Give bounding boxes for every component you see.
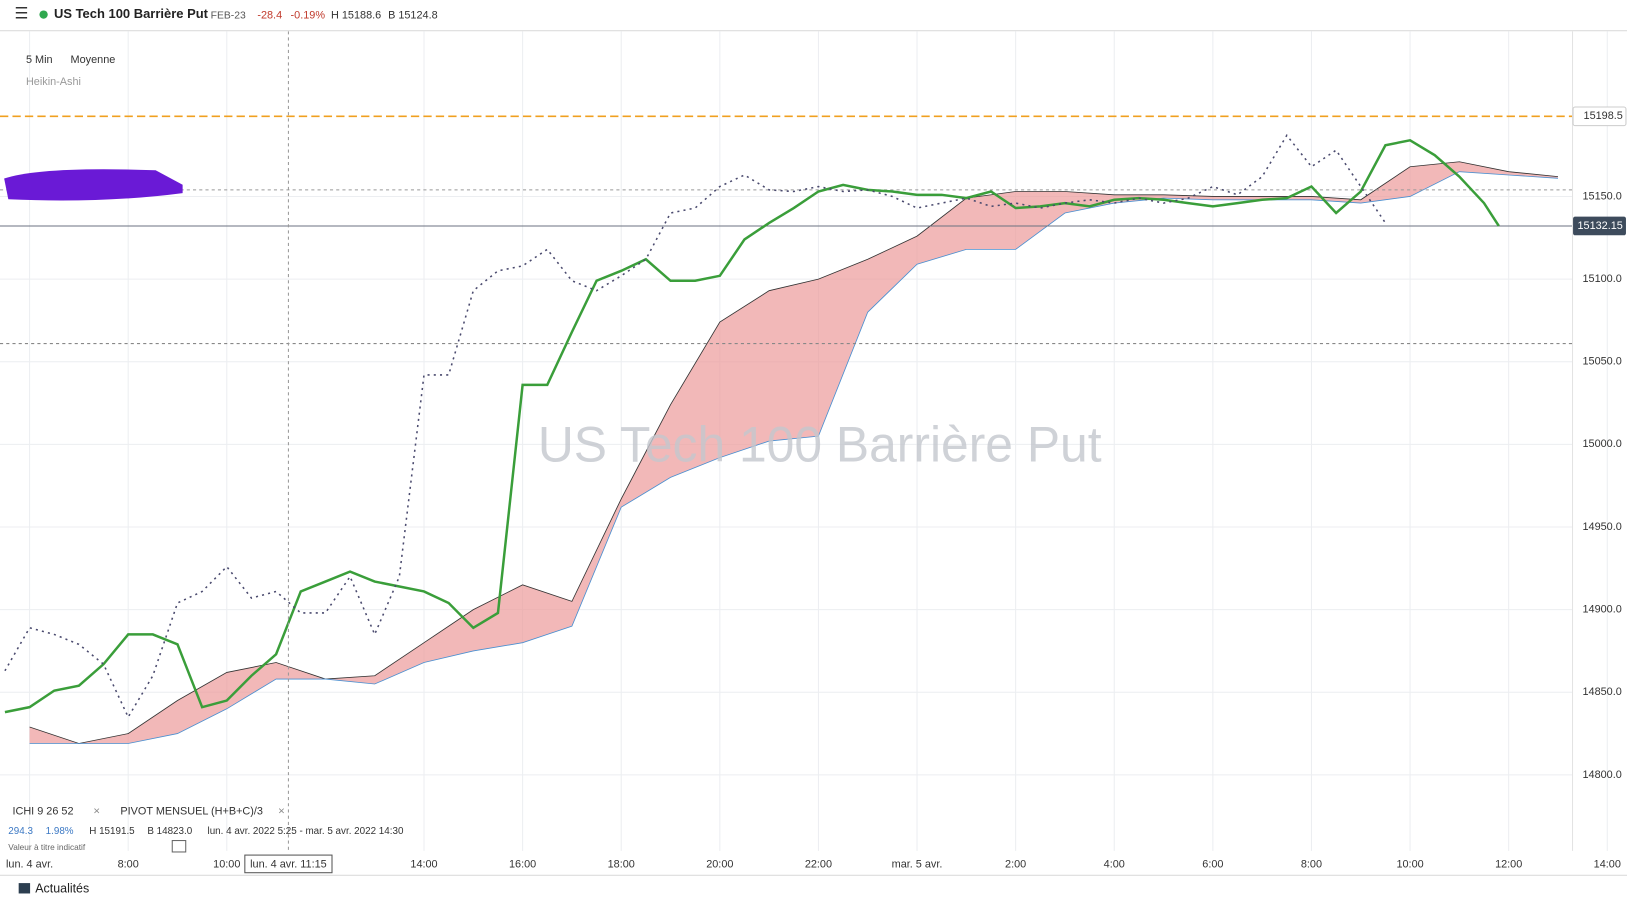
calendar-icon[interactable] [171, 840, 187, 853]
price-tag [1573, 216, 1626, 236]
indicators: ICHI 9 26 52 × PIVOT MENSUEL (H+B+C)/3 ×… [8, 805, 404, 853]
y-tick-label: 15100.0 [1582, 273, 1621, 285]
y-tick-label: 15050.0 [1582, 356, 1621, 368]
x-tick-label: 14:00 [1594, 858, 1621, 870]
x-tick-label: 8:00 [118, 858, 139, 870]
price-tag-label: 15198.5 [1584, 110, 1623, 122]
price-tag [1572, 106, 1627, 127]
x-tick-label: 22:00 [805, 858, 832, 870]
change: -28.4 [257, 10, 282, 22]
x-tick-label: 2:00 [1005, 858, 1026, 870]
instrument: US Tech 100 Barrière Put [54, 6, 209, 21]
status-dot [39, 10, 48, 19]
stat-range: lun. 4 avr. 2022 5:25 - mar. 5 avr. 2022… [208, 826, 404, 837]
series-line [4, 138, 1500, 714]
news-icon [18, 883, 31, 894]
note: Valeur à titre indicatif [8, 842, 86, 852]
candle-type[interactable]: Heikin-Ashi [26, 76, 81, 88]
y-tick-label: 14850.0 [1582, 686, 1621, 698]
y-tick-label: 14800.0 [1582, 769, 1621, 781]
y-tick-label: 15150.0 [1582, 190, 1621, 202]
stat-high: H 15191.5 [89, 826, 135, 837]
cloud-span-b [29, 171, 1559, 744]
low: B 15124.8 [388, 10, 438, 22]
cloud-span-a [29, 161, 1559, 744]
ichimoku[interactable]: ICHI 9 26 52 [12, 805, 73, 817]
close-icon[interactable]: × [93, 806, 100, 818]
x-tick-label: 14:00 [410, 858, 437, 870]
x-tick-label: 6:00 [1202, 858, 1223, 870]
x-tick-label: 10:00 [213, 858, 240, 870]
y-tick-label: 14900.0 [1582, 604, 1621, 616]
x-tick-label: 12:00 [1495, 858, 1522, 870]
stat-change: 294.3 [8, 826, 33, 837]
stat-low: B 14823.0 [147, 826, 192, 837]
menu-icon[interactable]: ☰ [15, 6, 29, 23]
x-tick-label: 18:00 [608, 858, 635, 870]
change-pct: -0.19% [291, 10, 326, 22]
crosshair-tag [244, 854, 333, 874]
contract: FEB-23 [211, 10, 246, 21]
header: ☰ US Tech 100 Barrière Put FEB-23 -28.4 … [15, 6, 438, 23]
watermark: US Tech 100 Barrière Put [538, 416, 1102, 472]
y-tick-label: 14950.0 [1582, 521, 1621, 533]
high: H 15188.6 [331, 10, 381, 22]
close-icon[interactable]: × [278, 806, 285, 818]
x-tick-label: 4:00 [1104, 858, 1125, 870]
stat-change-pct: 1.98% [46, 826, 74, 837]
x-tick-label: lun. 4 avr. [6, 858, 53, 870]
x-tick-label: mar. 5 avr. [892, 858, 943, 870]
x-tick-label: 20:00 [706, 858, 733, 870]
x-tick-label: 16:00 [509, 858, 536, 870]
interval[interactable]: 5 Min [26, 54, 53, 66]
news[interactable]: Actualités [35, 882, 89, 896]
y-tick-label: 15000.0 [1582, 438, 1621, 450]
plot [0, 31, 1573, 851]
x-tick-label: 10:00 [1396, 858, 1423, 870]
x-tick-label: 8:00 [1301, 858, 1322, 870]
price-tag-label: 15132.15 [1577, 220, 1622, 232]
pivot[interactable]: PIVOT MENSUEL (H+B+C)/3 [120, 805, 263, 817]
chart-mode[interactable]: Moyenne [71, 54, 116, 66]
crosshair-label: lun. 4 avr. 11:15 [250, 858, 327, 870]
grid [0, 31, 1608, 851]
redaction [4, 169, 183, 201]
